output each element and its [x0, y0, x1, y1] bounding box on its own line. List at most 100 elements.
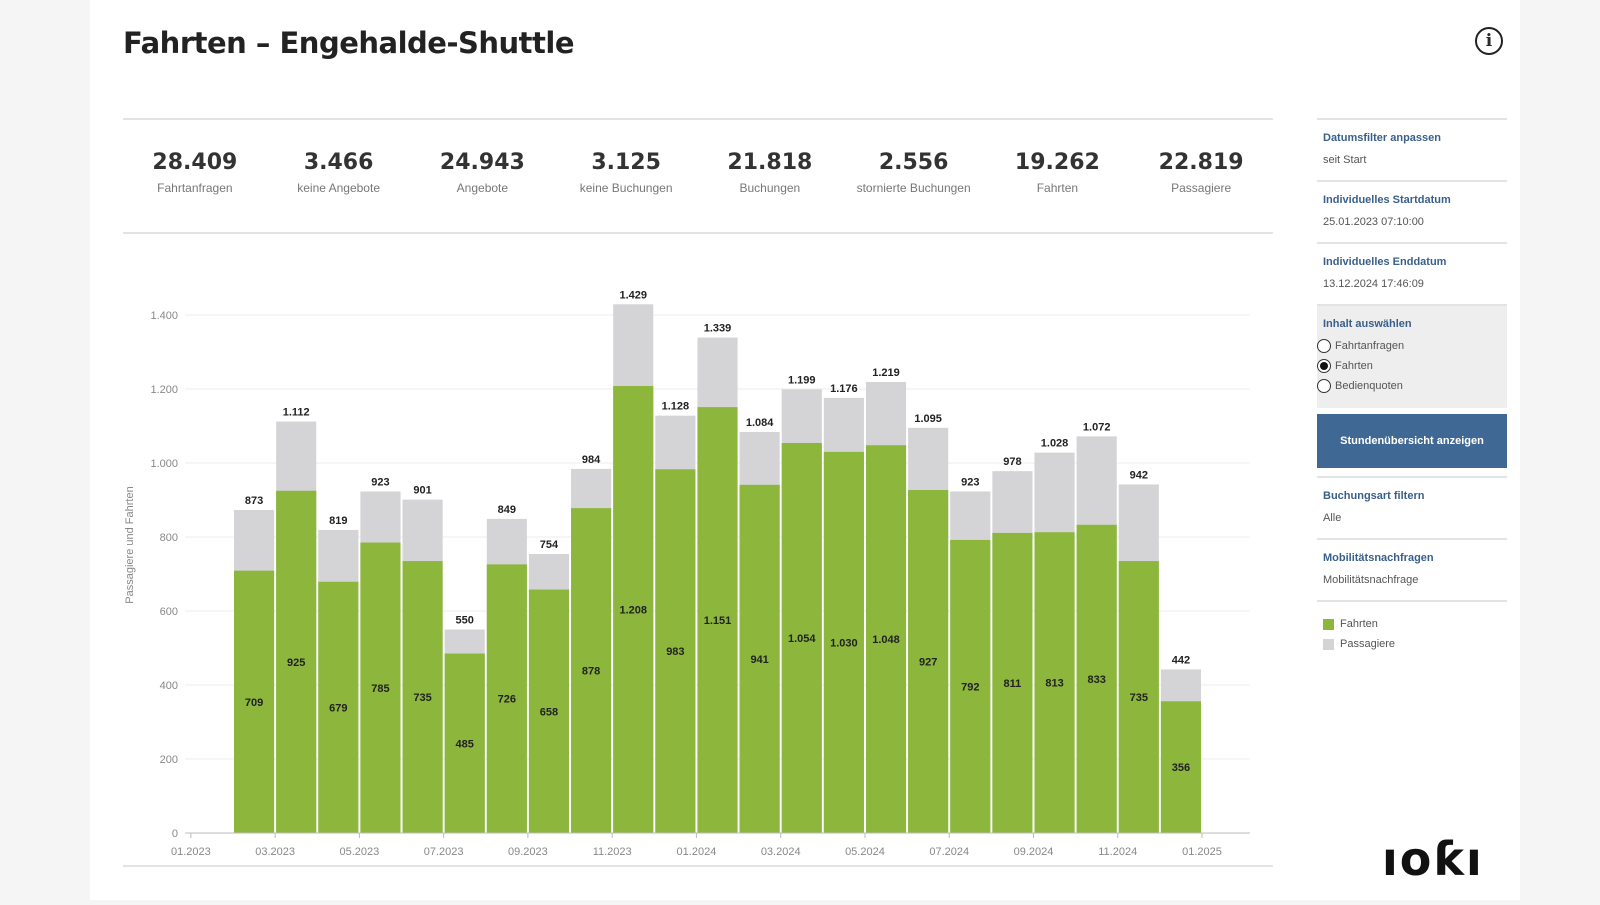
bar-fahrten[interactable]	[781, 443, 822, 833]
bar-fahrten[interactable]	[444, 653, 485, 833]
end-date-value[interactable]: 13.12.2024 17:46:09	[1323, 278, 1424, 290]
start-date-filter[interactable]: Individuelles Startdatum 25.01.2023 07:1…	[1317, 180, 1507, 242]
hourly-overview-button[interactable]: Stundenübersicht anzeigen	[1317, 414, 1507, 468]
data-label-fahrten: 735	[1130, 692, 1148, 704]
bar-fahrten[interactable]	[1160, 701, 1201, 833]
data-label-fahrten: 792	[961, 681, 979, 693]
mobility-value[interactable]: Mobilitätsnachfrage	[1323, 574, 1419, 586]
data-label-fahrten: 925	[287, 657, 305, 669]
legend-label: Passagiere	[1340, 638, 1396, 650]
kpi-label: keine Angebote	[297, 181, 380, 195]
radio-bedienquoten[interactable]: Bedienquoten	[1317, 376, 1501, 396]
mobility-filter[interactable]: Mobilitätsnachfragen Mobilitätsnachfrage	[1317, 538, 1507, 600]
x-tick-label: 01.2025	[1182, 846, 1222, 858]
bar-fahrten[interactable]	[318, 581, 359, 833]
data-label-passagiere: 978	[1003, 456, 1021, 468]
x-tick-label: 09.2023	[508, 846, 548, 858]
data-label-passagiere: 442	[1172, 654, 1190, 666]
kpi-value: 24.943	[439, 150, 525, 175]
date-filter-value[interactable]: seit Start	[1323, 154, 1367, 166]
radio-unchecked-icon[interactable]	[1317, 379, 1331, 393]
bar-fahrten[interactable]	[613, 386, 654, 833]
bar-fahrten[interactable]	[739, 484, 780, 833]
y-tick-label: 1.400	[150, 310, 178, 322]
data-label-fahrten: 356	[1172, 762, 1190, 774]
bar-fahrten[interactable]	[950, 539, 991, 833]
data-label-passagiere: 1.429	[619, 289, 647, 301]
y-tick-label: 800	[160, 532, 178, 544]
radio-checked-icon[interactable]	[1317, 359, 1331, 373]
data-label-fahrten: 941	[750, 654, 768, 666]
legend-label: Fahrten	[1340, 618, 1378, 630]
start-date-value[interactable]: 25.01.2023 07:10:00	[1323, 216, 1424, 228]
x-tick-label: 05.2024	[845, 846, 885, 858]
bar-fahrten[interactable]	[528, 589, 570, 833]
legend-swatch-passagiere	[1323, 638, 1334, 650]
data-label-fahrten: 709	[245, 697, 263, 709]
x-tick-label: 01.2023	[171, 846, 211, 858]
kpi-label: stornierte Buchungen	[856, 181, 971, 195]
bar-fahrten[interactable]	[823, 451, 864, 833]
bar-fahrten[interactable]	[992, 532, 1033, 833]
data-label-fahrten: 1.054	[788, 633, 816, 645]
radio-fahrten[interactable]: Fahrten	[1317, 356, 1501, 376]
bar-fahrten[interactable]	[571, 508, 612, 833]
bar-fahrten[interactable]	[697, 407, 738, 833]
bar-fahrten[interactable]	[1034, 532, 1075, 833]
data-label-passagiere: 849	[498, 504, 516, 516]
bar-fahrten[interactable]	[1076, 524, 1117, 833]
end-date-filter[interactable]: Individuelles Enddatum 13.12.2024 17:46:…	[1317, 242, 1507, 304]
date-filter[interactable]: Datumsfilter anpassen seit Start	[1317, 118, 1507, 180]
legend-item-passagiere: Passagiere	[1323, 634, 1501, 654]
bar-fahrten[interactable]	[234, 570, 275, 833]
content-select: Inhalt auswählen Fahrtanfragen Fahrten B…	[1317, 304, 1507, 408]
sidebar: Datumsfilter anpassen seit Start Individ…	[1317, 118, 1507, 668]
bar-fahrten[interactable]	[655, 469, 696, 833]
x-tick-label: 03.2024	[761, 846, 801, 858]
data-label-passagiere: 754	[540, 539, 559, 551]
x-tick-label: 01.2024	[677, 846, 717, 858]
data-label-passagiere: 1.199	[788, 374, 816, 386]
mobility-heading: Mobilitätsnachfragen	[1323, 552, 1434, 564]
booking-type-filter[interactable]: Buchungsart filtern Alle	[1317, 476, 1507, 538]
y-tick-label: 1.000	[150, 458, 178, 470]
kpi-value: 3.466	[303, 150, 374, 175]
data-label-fahrten: 658	[540, 706, 558, 718]
data-label-fahrten: 927	[919, 657, 937, 669]
kpi-fahrten: 19.262 Fahrten	[986, 120, 1130, 232]
bar-fahrten[interactable]	[908, 490, 949, 833]
data-label-passagiere: 1.072	[1083, 421, 1111, 433]
kpi-value: 3.125	[591, 150, 661, 175]
bar-fahrten[interactable]	[865, 445, 907, 833]
x-tick-label: 11.2024	[1098, 846, 1137, 858]
radio-fahrtanfragen[interactable]: Fahrtanfragen	[1317, 336, 1501, 356]
bar-fahrten[interactable]	[402, 561, 443, 833]
y-tick-label: 200	[160, 754, 178, 766]
kpi-value: 19.262	[1014, 150, 1100, 175]
kpi-angebote: 24.943 Angebote	[411, 120, 555, 232]
bar-fahrten[interactable]	[486, 564, 527, 833]
bar-fahrten[interactable]	[1118, 561, 1159, 833]
kpi-label: Buchungen	[739, 181, 801, 195]
radio-label: Bedienquoten	[1335, 380, 1403, 392]
kpi-buchungen: 21.818 Buchungen	[698, 120, 842, 232]
data-label-fahrten: 983	[666, 646, 684, 658]
data-label-passagiere: 1.339	[704, 323, 732, 335]
data-label-fahrten: 1.151	[704, 615, 732, 627]
data-label-passagiere: 873	[245, 495, 263, 507]
radio-unchecked-icon[interactable]	[1317, 339, 1331, 353]
stacked-bar-chart: 0 200 400 600 800 1.000 1.200 1.400 Passagiere u…	[123, 289, 1273, 867]
data-label-passagiere: 1.128	[662, 401, 690, 413]
info-icon[interactable]: i	[1475, 27, 1503, 55]
y-tick-label: 400	[160, 680, 178, 692]
kpi-label: Angebote	[456, 181, 509, 195]
data-label-fahrten: 785	[371, 683, 389, 695]
legend-item-fahrten: Fahrten	[1323, 614, 1501, 634]
bar-fahrten[interactable]	[276, 490, 317, 833]
booking-type-value[interactable]: Alle	[1323, 512, 1342, 524]
bar-fahrten[interactable]	[360, 542, 401, 833]
ioki-logo: ıoƙı	[1382, 832, 1484, 886]
data-label-passagiere: 1.112	[283, 407, 310, 419]
booking-type-heading: Buchungsart filtern	[1323, 490, 1425, 502]
data-label-passagiere: 1.084	[746, 417, 774, 429]
